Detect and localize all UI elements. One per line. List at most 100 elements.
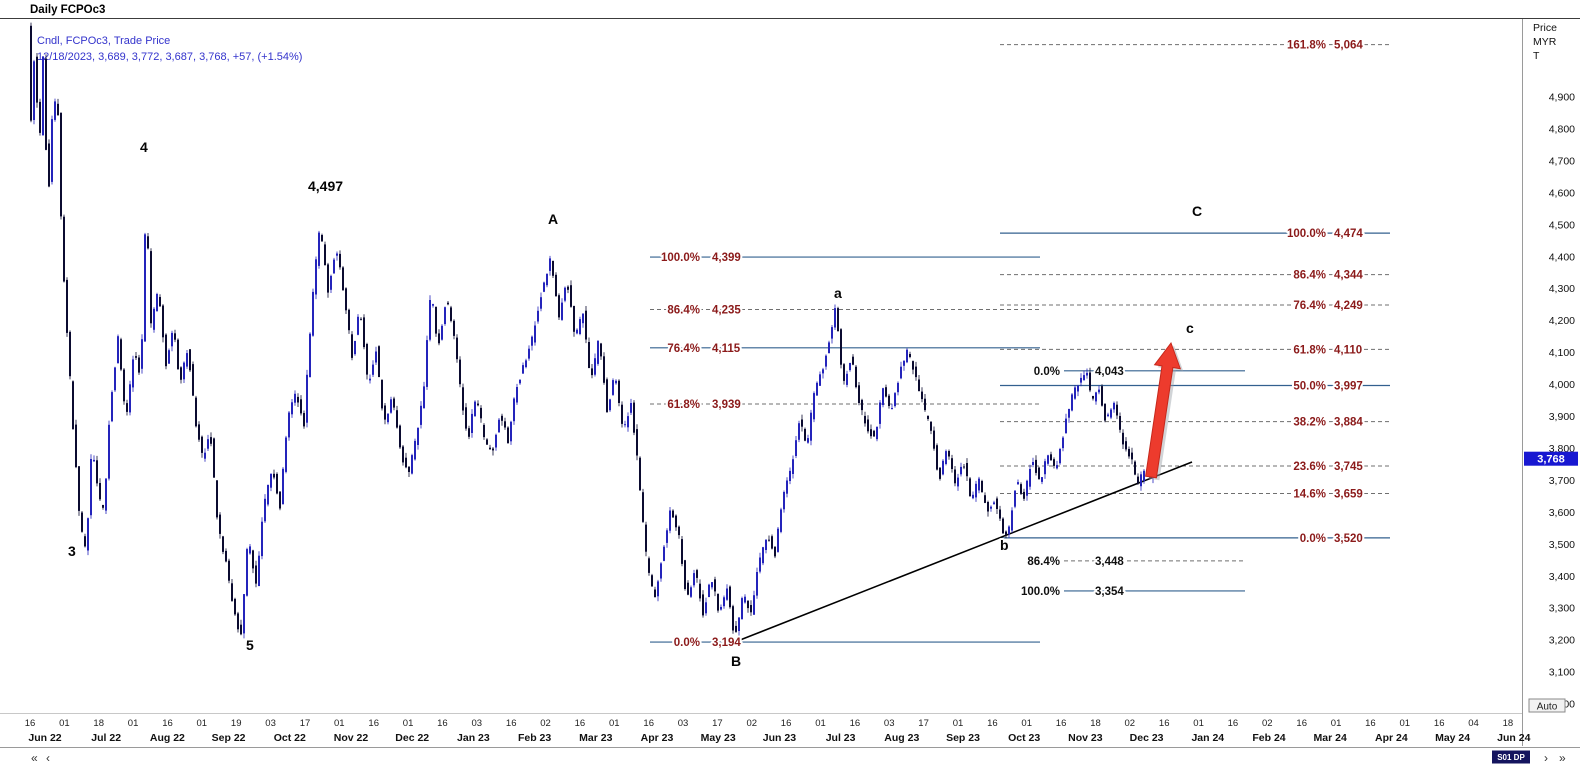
candle-body xyxy=(801,419,803,427)
candle-body xyxy=(390,399,392,413)
candle-body xyxy=(927,415,929,419)
day-tick-label: 01 xyxy=(1021,718,1032,729)
candle-body xyxy=(57,103,59,116)
candle-body xyxy=(87,518,89,551)
candle-body xyxy=(708,584,710,597)
day-tick-label: 01 xyxy=(1193,718,1204,729)
candle-body xyxy=(222,536,224,552)
day-tick-label: 03 xyxy=(884,718,895,729)
candle-body xyxy=(576,329,578,334)
candle-body xyxy=(555,274,557,296)
fib-percent-label: 0.0% xyxy=(1300,533,1326,545)
candle-body xyxy=(225,550,227,562)
candle-body xyxy=(1077,385,1079,392)
fib-percent-label: 100.0% xyxy=(1287,228,1326,240)
candlestick-series[interactable] xyxy=(30,22,1154,639)
scroll-right-icon[interactable]: › xyxy=(1544,751,1548,765)
candle-body xyxy=(369,378,371,381)
candle-body xyxy=(480,407,482,419)
candle-body xyxy=(444,307,446,324)
candle-body xyxy=(738,617,740,631)
month-label: Mar 23 xyxy=(579,732,612,744)
candle-body xyxy=(639,457,641,491)
candle-body xyxy=(501,415,503,421)
candle-body xyxy=(297,396,299,403)
candle-body xyxy=(630,403,632,413)
candle-body xyxy=(168,350,170,364)
candle-body xyxy=(153,308,155,330)
candle-body xyxy=(747,600,749,609)
candle-body xyxy=(999,509,1001,519)
candle-body xyxy=(411,455,413,474)
candle-body xyxy=(1074,387,1076,399)
candle-body xyxy=(393,398,395,408)
legend-series[interactable]: Cndl, FCPOc3, Trade Price xyxy=(37,35,170,47)
candle-body xyxy=(834,308,836,328)
candle-body xyxy=(633,402,635,433)
candle-body xyxy=(969,478,971,497)
candle-body xyxy=(1140,474,1142,487)
candle-body xyxy=(756,572,758,596)
scroll-far-left-icon[interactable]: « xyxy=(31,751,38,765)
candle-body xyxy=(162,305,164,338)
price-tick-label: 4,900 xyxy=(1549,92,1575,104)
candle-body xyxy=(165,334,167,367)
candle-body xyxy=(876,426,878,440)
scroll-far-right-icon[interactable]: » xyxy=(1559,751,1566,765)
auto-scale-label[interactable]: Auto xyxy=(1537,702,1558,713)
candle-body xyxy=(564,287,566,301)
candle-body xyxy=(144,234,146,342)
current-price-badge: 3,768 xyxy=(1524,451,1578,466)
candle-body xyxy=(207,439,209,449)
candle-body xyxy=(1032,462,1034,465)
day-tick-label: 03 xyxy=(265,718,276,729)
candle-body xyxy=(462,387,464,411)
support-trendline[interactable] xyxy=(734,461,1193,643)
candle-body xyxy=(150,251,152,324)
projection-arrow xyxy=(1145,341,1184,481)
candle-body xyxy=(1071,394,1073,411)
candle-body xyxy=(585,310,587,340)
day-tick-label: 19 xyxy=(231,718,242,729)
candle-body xyxy=(120,339,122,370)
candle-body xyxy=(663,546,665,561)
candle-body xyxy=(690,587,692,597)
month-label: Apr 23 xyxy=(641,732,674,744)
candle-body xyxy=(873,430,875,437)
time-axis[interactable]: 16 01 18 01 16 01 19 03 17 01 16 01 16 03 16 02 16 01 16 03… xyxy=(25,718,1531,744)
day-tick-label: 01 xyxy=(59,718,70,729)
candle-body xyxy=(552,261,554,276)
scroll-left-icon[interactable]: ‹ xyxy=(46,751,50,765)
candle-body xyxy=(1095,392,1097,402)
wave-label-C: C xyxy=(1192,203,1202,219)
trendline-layer[interactable] xyxy=(734,461,1193,643)
month-label: Dec 23 xyxy=(1130,732,1164,744)
candle-body xyxy=(864,415,866,424)
candle-body xyxy=(939,467,941,479)
candle-body xyxy=(84,536,86,547)
candle-body xyxy=(48,143,50,187)
price-axis[interactable]: 3,0003,1003,2003,3003,4003,5003,6003,700… xyxy=(1549,92,1575,711)
candle-body xyxy=(255,565,257,584)
candle-body xyxy=(642,492,644,522)
candle-body xyxy=(135,356,137,358)
auto-scale-button[interactable] xyxy=(1528,698,1566,713)
candle-body xyxy=(1044,461,1046,475)
fib-price-label: 5,064 xyxy=(1334,40,1363,52)
candle-body xyxy=(624,424,626,426)
candle-body xyxy=(183,362,185,380)
day-tick-label: 01 xyxy=(197,718,208,729)
day-tick-label: 16 xyxy=(987,718,998,729)
day-tick-label: 16 xyxy=(850,718,861,729)
price-tick-label: 3,700 xyxy=(1549,475,1575,487)
candle-body xyxy=(1053,459,1055,466)
wave-label-4497: 4,497 xyxy=(308,178,343,194)
candle-body xyxy=(483,424,485,438)
candle-body xyxy=(948,451,950,457)
month-label: Jan 23 xyxy=(457,732,490,744)
candle-body xyxy=(249,546,251,554)
price-tick-label: 3,600 xyxy=(1549,507,1575,519)
fib-percent-label: 50.0% xyxy=(1293,381,1326,393)
day-tick-label: 01 xyxy=(1400,718,1411,729)
